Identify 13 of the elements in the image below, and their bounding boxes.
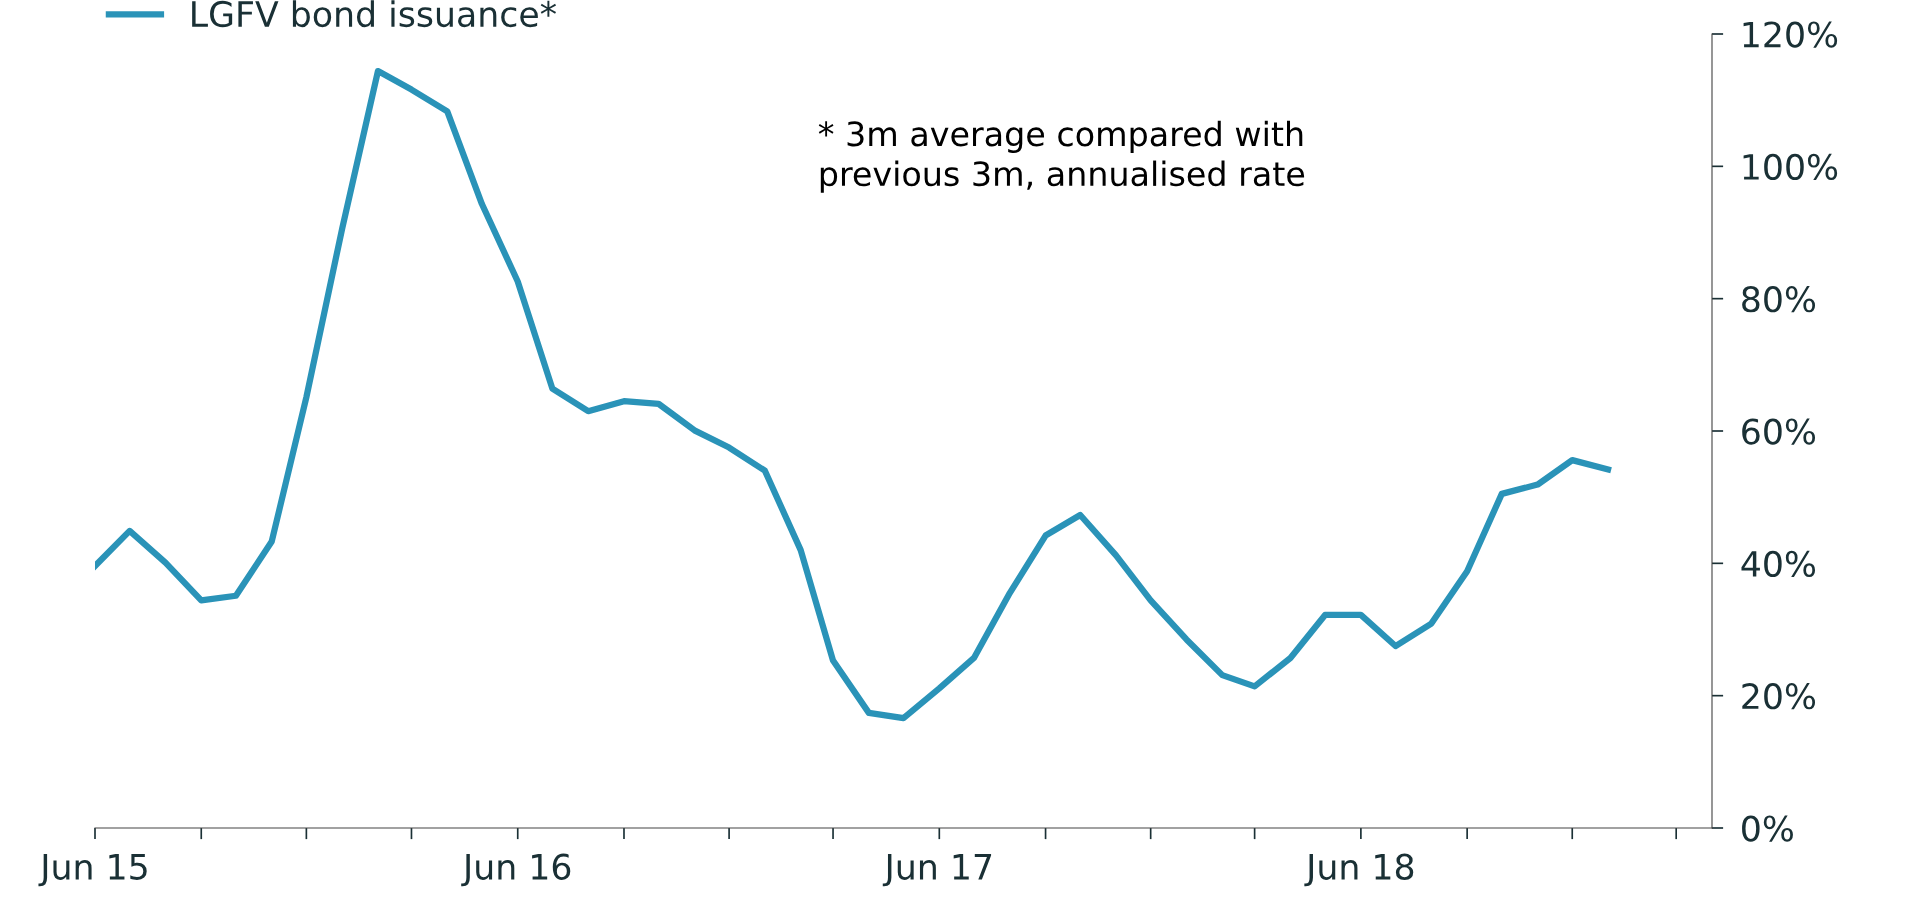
x-tick-label: Jun 18 <box>1304 853 1414 887</box>
y-tick-label: 0% <box>1742 815 1793 842</box>
legend-label: LGFV bond issuance* <box>192 0 557 28</box>
x-tick-label: Jun 15 <box>38 854 147 887</box>
x-tick-label: Jun 16 <box>461 853 571 887</box>
y-tick-label: 20% <box>1742 683 1816 710</box>
y-tick-label: 100% <box>1743 153 1838 181</box>
x-tick-label: Jun 17 <box>882 854 992 887</box>
y-tick-label: 60% <box>1742 418 1816 445</box>
y-tick-label: 120% <box>1743 21 1838 48</box>
y-tick-label: 40% <box>1741 550 1816 578</box>
y-tick-label: 80% <box>1742 286 1816 313</box>
annotation: * 3m average compared with previous 3m, annualised rate <box>818 120 1305 193</box>
